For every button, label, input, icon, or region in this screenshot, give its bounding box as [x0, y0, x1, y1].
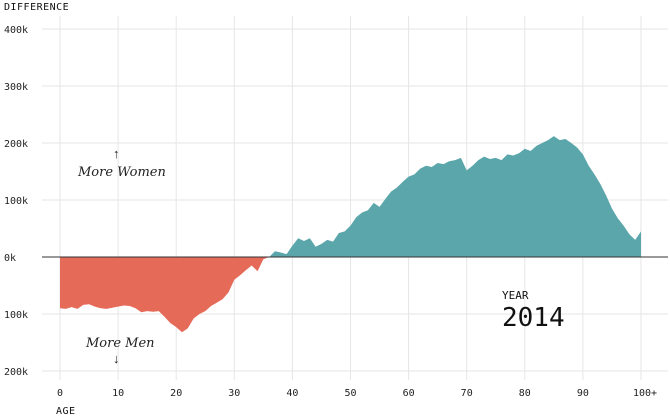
x-tick-label: 30 — [228, 388, 240, 399]
more-men-area — [60, 257, 641, 333]
y-tick-label: 200k — [4, 367, 28, 378]
y-tick-label: 100k — [4, 310, 28, 321]
down-arrow-icon: ↓ — [113, 351, 120, 366]
x-tick-label: 40 — [286, 388, 298, 399]
x-tick-label: 100+ — [633, 388, 657, 399]
x-axis-title: AGE — [56, 406, 76, 417]
x-tick-label: 50 — [344, 388, 356, 399]
y-tick-label: 400k — [4, 25, 28, 36]
x-tick-label: 60 — [403, 388, 415, 399]
year-label: YEAR — [502, 289, 529, 302]
more-women-area — [60, 136, 641, 257]
year-value: 2014 — [502, 303, 565, 333]
more-women-label: More Women — [77, 165, 166, 180]
y-axis-title: DIFFERENCE — [4, 2, 69, 13]
y-tick-label: 300k — [4, 82, 28, 93]
x-axis-ticks: 0 10 20 30 40 50 60 70 80 90 100+ — [57, 388, 657, 399]
y-tick-label: 100k — [4, 196, 28, 207]
x-tick-label: 10 — [112, 388, 124, 399]
y-tick-label: 0k — [4, 253, 16, 264]
up-arrow-icon: ↑ — [113, 146, 120, 161]
x-tick-label: 90 — [577, 388, 589, 399]
y-axis-ticks: 400k 300k 200k 100k 0k 100k 200k — [4, 25, 28, 378]
x-tick-label: 20 — [170, 388, 182, 399]
x-tick-label: 80 — [519, 388, 531, 399]
more-men-label: More Men — [85, 336, 155, 351]
x-tick-label: 70 — [461, 388, 473, 399]
y-tick-label: 200k — [4, 139, 28, 150]
x-tick-label: 0 — [57, 388, 63, 399]
